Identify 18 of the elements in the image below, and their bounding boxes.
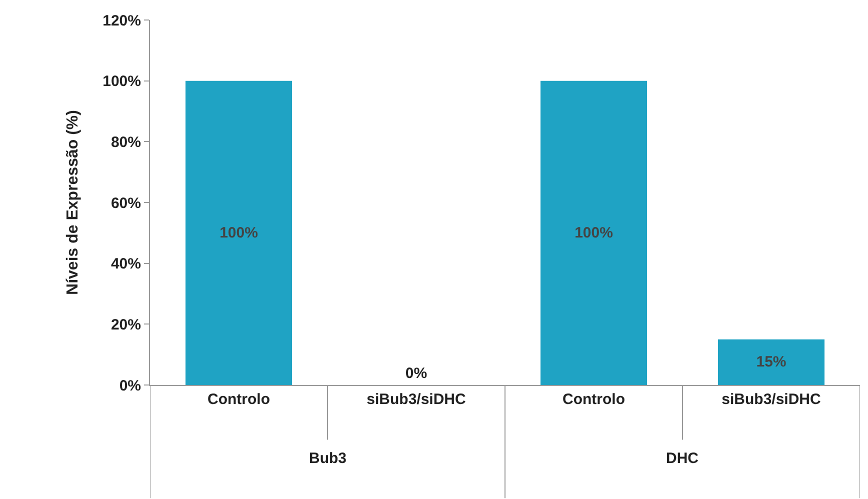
x-tick-label: siBub3/siDHC [366, 391, 466, 408]
data-label: 100% [574, 224, 613, 242]
y-tick-label: 20% [110, 316, 141, 334]
text: Bub3 [309, 450, 346, 467]
y-tick-label: 100% [102, 73, 141, 90]
y-axis-title: Níveis de Expressão (%) [64, 110, 82, 295]
y-tick-label: 0% [119, 377, 141, 394]
y-tick-label: 40% [110, 256, 141, 273]
data-label: 0% [405, 365, 428, 382]
data-label: 15% [756, 354, 786, 371]
y-tick-label: 80% [110, 134, 141, 151]
x-tick-label: Controlo [562, 391, 625, 408]
y-tick-label: 60% [110, 194, 141, 212]
data-label: 100% [220, 224, 258, 242]
y-tick-label: 120% [102, 12, 141, 30]
x-tick-label: Controlo [208, 391, 270, 408]
x-tick-label: siBub3/siDHC [722, 391, 822, 408]
text: DHC [666, 450, 699, 467]
